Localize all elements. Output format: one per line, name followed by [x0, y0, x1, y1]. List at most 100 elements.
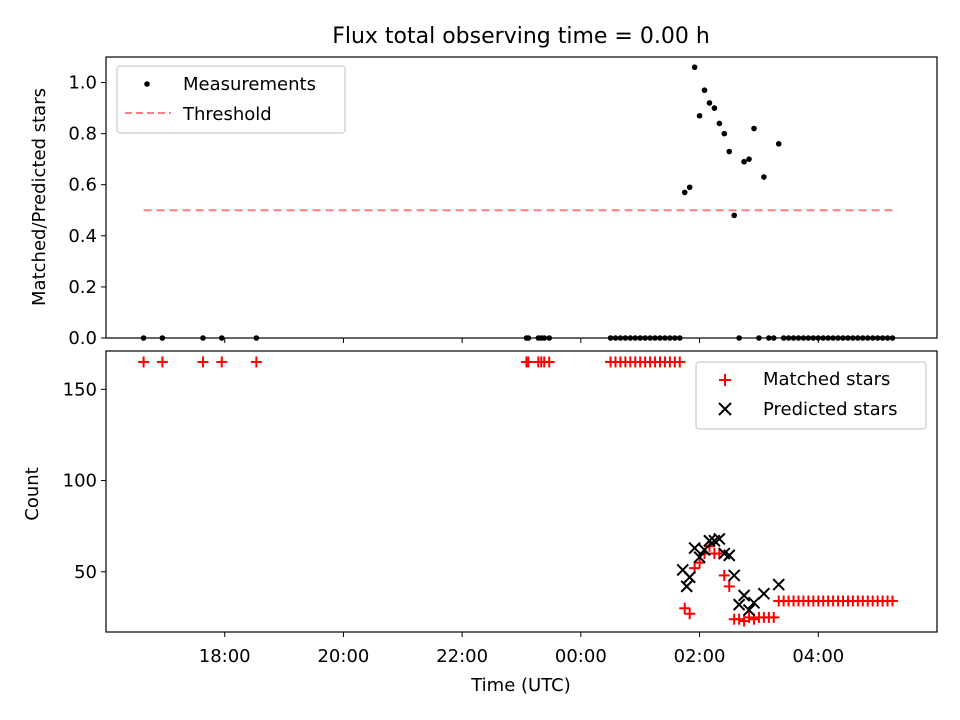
top-y-tick-label: 1.0 — [68, 73, 97, 94]
predicted-star-point — [698, 543, 711, 557]
top-legend: Measurements Threshold — [116, 65, 346, 134]
matched-star-point — [718, 569, 730, 581]
matched-star-point — [684, 608, 696, 620]
measurement-point — [652, 335, 658, 341]
top-y-axis-label: Matched/Predicted stars — [29, 88, 50, 306]
measurement-point — [756, 335, 762, 341]
measurement-point — [830, 335, 836, 341]
measurement-point — [627, 335, 634, 341]
top-y-tick-label: 0.6 — [68, 175, 97, 196]
x-tick-label: 20:00 — [317, 646, 369, 667]
predicted-star-point — [683, 571, 696, 584]
measurement-point — [864, 335, 871, 341]
measurement-point — [869, 335, 876, 341]
measurement-point — [780, 335, 787, 341]
measurement-point — [790, 335, 797, 341]
bottom-y-ticks: 50 100 150 — [63, 379, 106, 583]
matched-star-point — [743, 611, 755, 623]
matched-star-point — [250, 356, 262, 368]
top-y-tick-label: 0.4 — [68, 226, 97, 247]
matched-star-point — [674, 356, 686, 368]
top-legend-box — [116, 65, 346, 134]
measurement-point — [676, 335, 683, 341]
predicted-star-point — [732, 598, 746, 611]
predicted-star-point — [742, 603, 756, 617]
x-tick-label: 00:00 — [555, 646, 607, 667]
top-y-tick-label: 0.2 — [68, 277, 97, 298]
measurement-point — [672, 335, 678, 341]
measurement-point — [766, 335, 772, 341]
measurement-point — [686, 184, 693, 191]
measurement-point — [795, 335, 802, 341]
x-axis-label: Time (UTC) — [470, 675, 571, 696]
matched-star-point — [694, 557, 706, 569]
legend-matched-marker — [719, 374, 731, 386]
chart-title: Flux total observing time = 0.00 h — [332, 24, 710, 49]
x-tick-label: 22:00 — [436, 646, 488, 667]
measurement-point — [874, 335, 881, 341]
matched-star-point — [197, 356, 209, 368]
measurement-point — [200, 335, 206, 341]
x-tick-label: 18:00 — [199, 646, 251, 667]
measurement-point — [681, 189, 688, 196]
measurement-point — [889, 335, 896, 341]
measurement-point — [159, 335, 166, 341]
bottom-y-tick-label: 150 — [63, 379, 97, 400]
measurement-point — [642, 335, 648, 341]
bottom-data-marks — [138, 356, 898, 627]
measurement-point — [726, 148, 733, 155]
measurement-point — [835, 335, 841, 341]
measurement-point — [741, 158, 747, 165]
measurement-point — [879, 335, 886, 341]
measurement-point — [884, 335, 891, 341]
measurement-point — [657, 335, 663, 341]
measurement-point — [810, 335, 817, 341]
bottom-legend-box — [695, 361, 927, 430]
measurement-point — [850, 335, 856, 341]
measurement-point — [761, 174, 767, 180]
top-x-ticks — [224, 338, 819, 343]
measurement-point — [637, 335, 644, 341]
measurement-point — [860, 335, 866, 341]
measurement-point — [711, 105, 718, 111]
x-tick-label: 02:00 — [674, 646, 726, 667]
x-tick-label: 04:00 — [792, 646, 844, 667]
bottom-legend: Matched stars Predicted stars — [695, 361, 927, 430]
measurement-point — [731, 212, 737, 219]
measurement-point — [607, 335, 614, 341]
measurement-point — [140, 335, 147, 341]
measurement-point — [820, 335, 827, 341]
matched-star-point — [543, 356, 555, 368]
predicted-star-point — [723, 549, 736, 562]
measurement-point — [770, 335, 777, 341]
legend-measurements-marker — [144, 81, 150, 87]
measurement-point — [541, 335, 548, 341]
measurement-point — [736, 335, 742, 341]
measurement-point — [825, 335, 831, 341]
matched-star-point — [768, 611, 780, 623]
measurement-point — [612, 335, 619, 341]
measurement-point — [840, 335, 846, 341]
legend-matched-label: Matched stars — [763, 369, 890, 390]
predicted-star-point — [703, 534, 716, 547]
legend-measurements-label: Measurements — [183, 74, 316, 95]
matched-star-point — [733, 613, 745, 625]
measurement-point — [632, 335, 639, 341]
measurement-point — [845, 335, 851, 341]
legend-predicted-marker — [718, 402, 732, 416]
legend-predicted-label: Predicted stars — [763, 399, 897, 420]
matched-star-point — [156, 356, 168, 368]
measurement-point — [253, 335, 260, 341]
measurement-point — [751, 125, 757, 132]
measurement-point — [667, 335, 673, 341]
predicted-star-point — [747, 596, 761, 610]
bottom-y-tick-label: 50 — [74, 562, 97, 583]
bottom-y-tick-label: 100 — [63, 471, 97, 492]
measurement-point — [785, 335, 792, 341]
measurement-point — [855, 335, 861, 341]
top-panel: 0.0 0.2 0.4 0.6 0.8 1.0 Matched/Predicted sta… — [29, 56, 938, 349]
measurement-point — [716, 120, 723, 127]
top-y-tick-label: 0.8 — [68, 124, 97, 145]
predicted-star-point — [772, 578, 785, 591]
